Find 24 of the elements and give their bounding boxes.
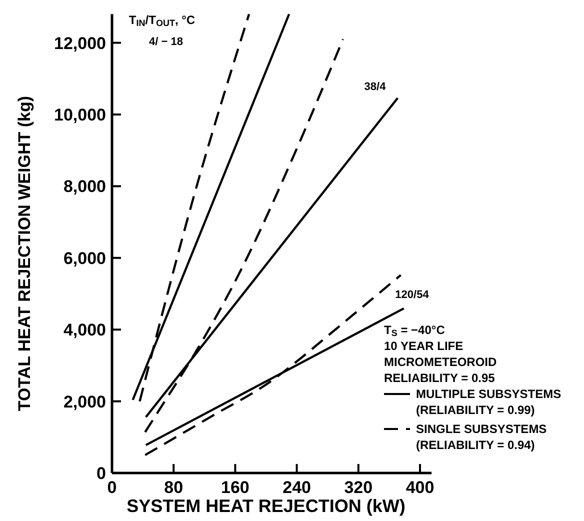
x-tick-label: 240 — [282, 478, 311, 497]
x-tick-label: 80 — [164, 478, 184, 497]
annotation: T$_{IN}$/T$_{OUT}$, °C — [128, 13, 196, 28]
x-tick-label: 400 — [406, 478, 434, 497]
annotation: 120/54 — [395, 289, 430, 301]
y-tick-label: 8,000 — [63, 177, 106, 196]
y-tick-label: 4,000 — [63, 320, 106, 340]
annotation: 4/ − 18 — [149, 36, 183, 48]
x-tick-label: 160 — [221, 478, 250, 497]
x-tick-label: 320 — [344, 478, 373, 497]
legend-label: MULTIPLE SUBSYSTEMS (RELIABILITY = 0.99) — [416, 387, 562, 417]
y-tick-label: 6,000 — [63, 248, 106, 268]
annotation: MICROMETEOROID — [384, 355, 497, 369]
y-axis-title: TOTAL HEAT REJECTION WEIGHT (kg) — [15, 96, 34, 412]
annotation: RELIABILITY = 0.95 — [384, 371, 496, 385]
annotation: T$_{S}$ = −40°C — [384, 323, 446, 338]
y-tick-label: 0 — [96, 464, 106, 483]
annotation: 10 YEAR LIFE — [384, 339, 464, 353]
legend-label: SINGLE SUBSYSTEMS (RELIABILITY = 0.94) — [416, 422, 547, 452]
y-tick-label: 12,000 — [54, 34, 106, 53]
y-tick-label: 10,000 — [54, 106, 106, 124]
x-axis-title: SYSTEM HEAT REJECTION (kW) — [126, 496, 406, 516]
y-tick-label: 2,000 — [63, 392, 106, 412]
annotation: 38/4 — [364, 81, 387, 93]
